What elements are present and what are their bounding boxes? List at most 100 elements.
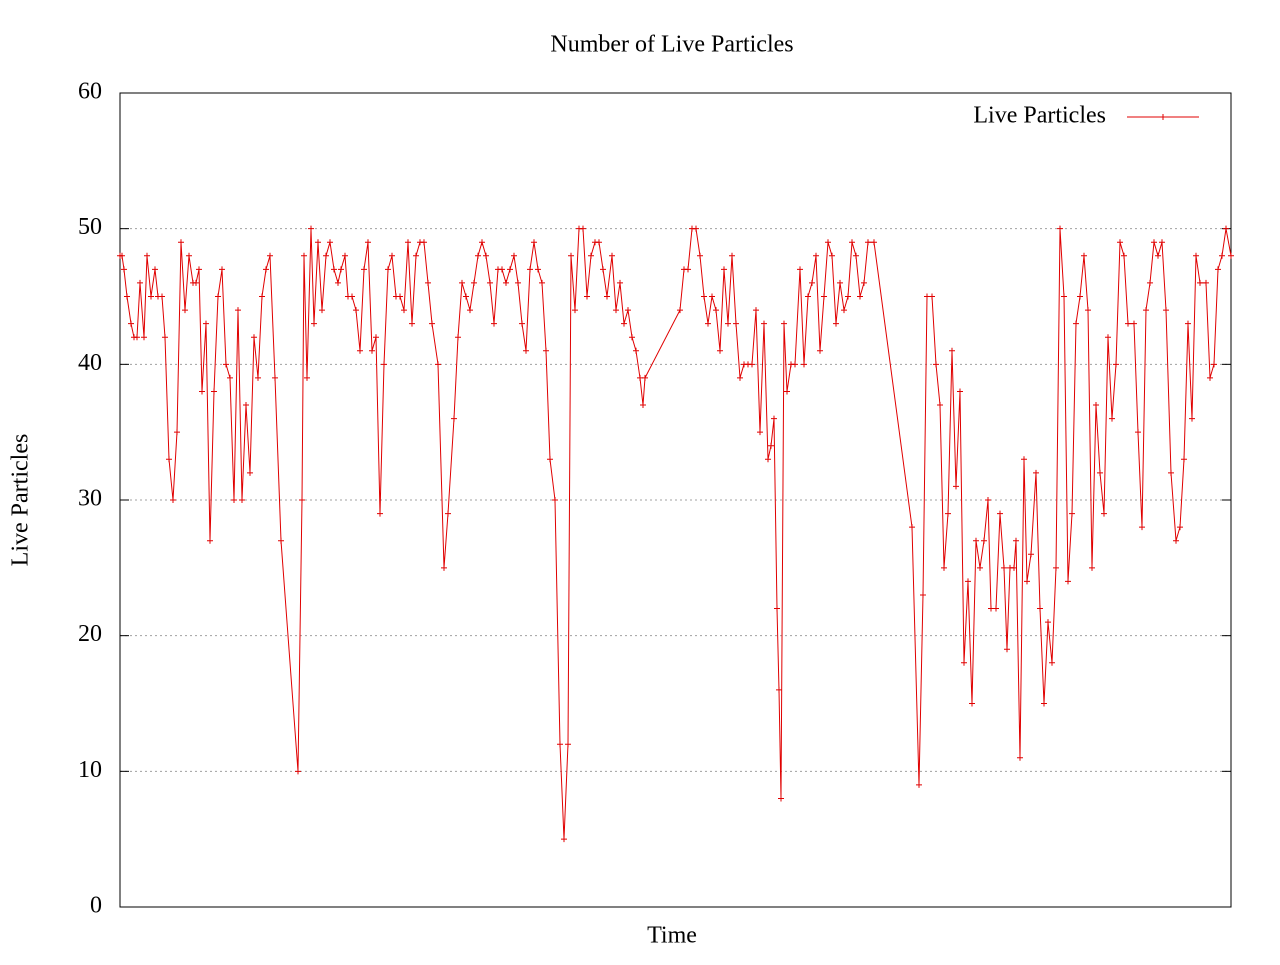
point-marker (499, 266, 505, 273)
point-marker (1168, 469, 1174, 476)
point-marker (1073, 320, 1079, 327)
point-marker (425, 279, 431, 286)
point-marker (455, 334, 461, 341)
point-marker (677, 307, 683, 314)
point-marker (295, 768, 301, 775)
point-marker (937, 402, 943, 409)
point-marker (479, 239, 485, 246)
point-marker (825, 239, 831, 246)
point-marker (308, 225, 314, 232)
point-marker (600, 266, 606, 273)
point-marker (771, 415, 777, 422)
point-marker (467, 307, 473, 314)
point-marker (377, 510, 383, 517)
point-marker (993, 605, 999, 612)
point-marker (621, 320, 627, 327)
point-marker (445, 510, 451, 517)
point-marker (519, 320, 525, 327)
point-marker (778, 795, 784, 802)
point-marker (134, 334, 140, 341)
point-marker (272, 374, 278, 381)
point-marker (327, 239, 333, 246)
point-marker (761, 320, 767, 327)
point-marker (1147, 279, 1153, 286)
point-marker (319, 307, 325, 314)
point-marker (861, 279, 867, 286)
point-marker (705, 320, 711, 327)
point-marker (945, 510, 951, 517)
point-marker (441, 564, 447, 571)
point-marker (178, 239, 184, 246)
point-marker (1057, 225, 1063, 232)
point-marker (781, 320, 787, 327)
point-marker (1203, 279, 1209, 286)
point-marker (159, 293, 165, 300)
point-marker (203, 320, 209, 327)
point-marker (1013, 537, 1019, 544)
point-marker (369, 347, 375, 354)
point-marker (1011, 564, 1017, 571)
x-axis-label: Time (647, 923, 697, 949)
point-marker (263, 266, 269, 273)
point-marker (335, 279, 341, 286)
series-line (120, 228, 1232, 840)
point-marker (693, 225, 699, 232)
point-marker (721, 266, 727, 273)
point-marker (267, 252, 273, 259)
point-marker (1021, 456, 1027, 463)
point-marker (278, 537, 284, 544)
point-marker (361, 266, 367, 273)
point-marker (929, 293, 935, 300)
point-marker (543, 347, 549, 354)
point-marker (853, 252, 859, 259)
point-marker (301, 252, 307, 259)
point-marker (957, 388, 963, 395)
point-marker (1177, 524, 1183, 531)
point-marker (1045, 619, 1051, 626)
point-marker (227, 374, 233, 381)
point-marker (1109, 415, 1115, 422)
point-marker (801, 361, 807, 368)
point-marker (997, 510, 1003, 517)
point-marker (144, 252, 150, 259)
point-marker (491, 320, 497, 327)
point-marker (349, 293, 355, 300)
point-marker (845, 293, 851, 300)
point-marker (365, 239, 371, 246)
point-marker (1097, 469, 1103, 476)
point-marker (1089, 564, 1095, 571)
point-marker (196, 266, 202, 273)
point-marker (604, 293, 610, 300)
point-marker (409, 320, 415, 327)
point-marker (953, 483, 959, 490)
point-marker (483, 252, 489, 259)
point-marker (1113, 361, 1119, 368)
point-marker (1037, 605, 1043, 612)
point-marker (1061, 293, 1067, 300)
point-marker (642, 374, 648, 381)
point-marker (507, 266, 513, 273)
point-marker (413, 252, 419, 259)
legend-label: Live Particles (973, 103, 1106, 129)
point-marker (487, 279, 493, 286)
point-marker (323, 252, 329, 259)
point-marker (1085, 307, 1091, 314)
point-marker (633, 347, 639, 354)
point-marker (141, 334, 147, 341)
point-marker (121, 266, 127, 273)
point-marker (629, 334, 635, 341)
point-marker (713, 307, 719, 314)
point-marker (247, 469, 253, 476)
point-marker (561, 836, 567, 843)
point-marker (776, 686, 782, 693)
point-marker (725, 320, 731, 327)
point-marker (219, 266, 225, 273)
point-marker (829, 252, 835, 259)
point-marker (1105, 334, 1111, 341)
point-marker (1131, 320, 1137, 327)
point-marker (1125, 320, 1131, 327)
point-marker (381, 361, 387, 368)
point-marker (1151, 239, 1157, 246)
